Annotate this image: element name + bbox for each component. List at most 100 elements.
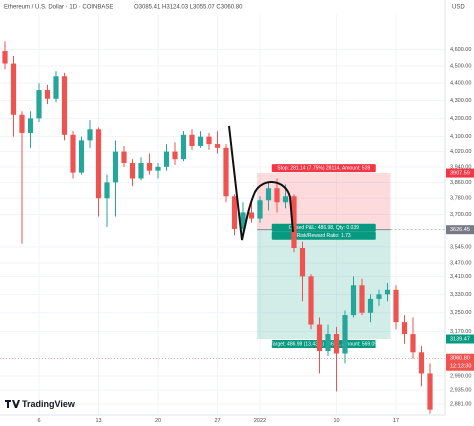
candle-body [27,118,34,133]
candle-body [104,182,110,199]
candle-body [146,162,153,171]
candle-body [248,212,255,219]
x-tick-label: 27 [214,418,220,424]
entry-price-tag: 3626.45 [450,227,470,233]
stop-label: Stop: 281.14 (7.75%) 28114, Amount: 539 [277,165,370,171]
position-tool: Stop: 281.14 (7.75%) 28114, Amount: 539 C… [257,164,445,349]
candle-body [333,334,340,354]
candles [2,41,433,414]
y-tick-label: 4,400.00 [450,81,471,87]
stop-label-bg [271,164,376,173]
candle-body [19,114,25,133]
candle-body [240,212,246,229]
x-tick-label: 17 [393,418,399,424]
x-tick-label: 6 [37,418,40,424]
candle-body [44,90,51,99]
y-tick-label: 4,600.00 [450,47,471,53]
brand-logo [5,400,20,408]
currency: USD [452,5,465,11]
countdown: 12:13:30 [450,364,471,370]
hand-drawing [228,125,294,241]
candle-body [172,151,178,160]
y-tick-label: 3,410.00 [450,274,471,280]
y-tick-label: 3,700.00 [450,212,471,218]
y-tick-label: 4,300.00 [450,98,471,104]
candle-body [121,151,127,163]
candle-body [308,276,314,325]
y-tick-label: 3,545.00 [450,244,471,250]
y-tick-label: 4,020.00 [450,149,471,155]
candle-body [325,334,331,352]
candle-body [376,294,382,299]
y-tick-label: 3,780.00 [450,196,471,202]
ohlc: O3085.41 H3124.03 L3055.07 C3060.80 [134,5,243,11]
entry-price-tag-bg [446,225,474,235]
target-label: Target: 486.98 (13.43%) 48698, Amount: 5… [270,341,377,347]
last-price-tag: 3060.80 [450,356,470,362]
candle-body [231,196,238,229]
stop-price-tag-bg [446,168,474,178]
candle-body [206,136,212,145]
candle-body [78,140,85,173]
y-tick-label: 4,100.00 [450,134,471,140]
x-tick-label: 13 [95,418,101,424]
candle-body [393,289,399,323]
y-tick-label: 2,990.00 [450,373,471,379]
brand-name: TradingView [22,399,76,409]
y-tick-label: 2,881.00 [450,402,471,408]
candle-body [299,247,306,277]
candle-body [112,151,119,183]
y-tick-label: 2,935.00 [450,388,471,394]
candle-body [163,151,170,167]
candle-body [359,285,365,313]
candle-body [214,144,221,148]
y-tick-label: 3,170.00 [450,329,471,335]
candle-body [282,196,289,203]
candle-body [316,324,323,352]
ratio-label: Risk/Reward Ratio: 1.73 [297,233,351,239]
candle-body [427,373,433,410]
y-tick-label: 4,200.00 [450,116,471,122]
axes: 4,600.00 4,500.00 4,400.00 4,300.00 4,200.00… [37,47,474,424]
last-price-bg [446,353,474,371]
y-tick-label: 3,330.00 [450,292,471,298]
candle-body [350,285,357,316]
candle-body [291,196,297,248]
target-price-tag: 3139.47 [450,336,470,342]
candle-body [418,352,425,374]
candle-body [197,136,204,146]
candle-body [410,334,416,353]
brand: TradingView [5,399,76,409]
y-tick-label: 3,860.00 [450,180,471,186]
x-tick-label: 10 [333,418,339,424]
y-tick-label: 3,470.00 [450,261,471,267]
candle-body [36,90,42,119]
target-label-bg [271,340,376,349]
candle-body [70,134,76,173]
candle-body [274,188,280,203]
pnl-label-bg [271,223,376,232]
candle-body [367,298,374,313]
y-tick-label: 4,500.00 [450,64,471,70]
candle-body [95,129,102,199]
candle-body [189,134,195,146]
y-tick-label: 3,940.00 [450,164,471,170]
candle-body [61,76,68,135]
x-tick-label: 2022 [254,418,266,424]
candle-body [2,51,8,64]
candle-body [180,134,187,160]
pnl-label: Closed P&L: 486.98, Qty: 0.039 [289,225,360,231]
candle-body [155,166,161,171]
candle-body [53,76,59,99]
candle-body [138,162,144,179]
target-zone [257,229,391,340]
candle-body [257,200,263,219]
x-tick-label: 20 [155,418,161,424]
ratio-label-bg [271,231,376,240]
candle-body [342,315,348,354]
y-tick-label: 3,250.00 [450,310,471,316]
target-price-tag-bg [446,334,474,344]
candle-body [10,63,17,115]
candle-body [384,289,391,295]
